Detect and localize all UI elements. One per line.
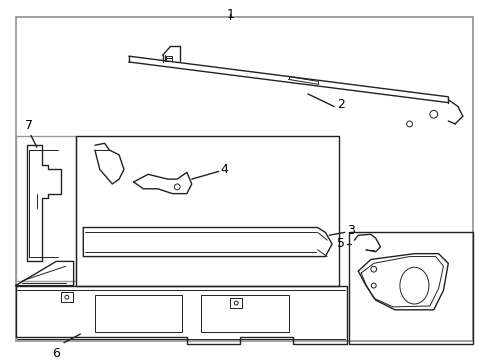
Bar	[61, 292, 73, 302]
Text: 5: 5	[336, 238, 344, 251]
Text: 6: 6	[52, 347, 60, 360]
Text: 2: 2	[336, 98, 344, 111]
Text: 4: 4	[220, 163, 228, 176]
Bar	[95, 295, 182, 332]
Text: 1: 1	[226, 8, 234, 21]
Text: 7: 7	[25, 119, 33, 132]
Bar	[348, 232, 471, 344]
Text: 3: 3	[346, 224, 354, 237]
Bar	[230, 298, 242, 308]
Bar	[76, 136, 338, 285]
Bar	[165, 56, 172, 61]
Bar	[201, 295, 288, 332]
Bar	[16, 136, 76, 281]
